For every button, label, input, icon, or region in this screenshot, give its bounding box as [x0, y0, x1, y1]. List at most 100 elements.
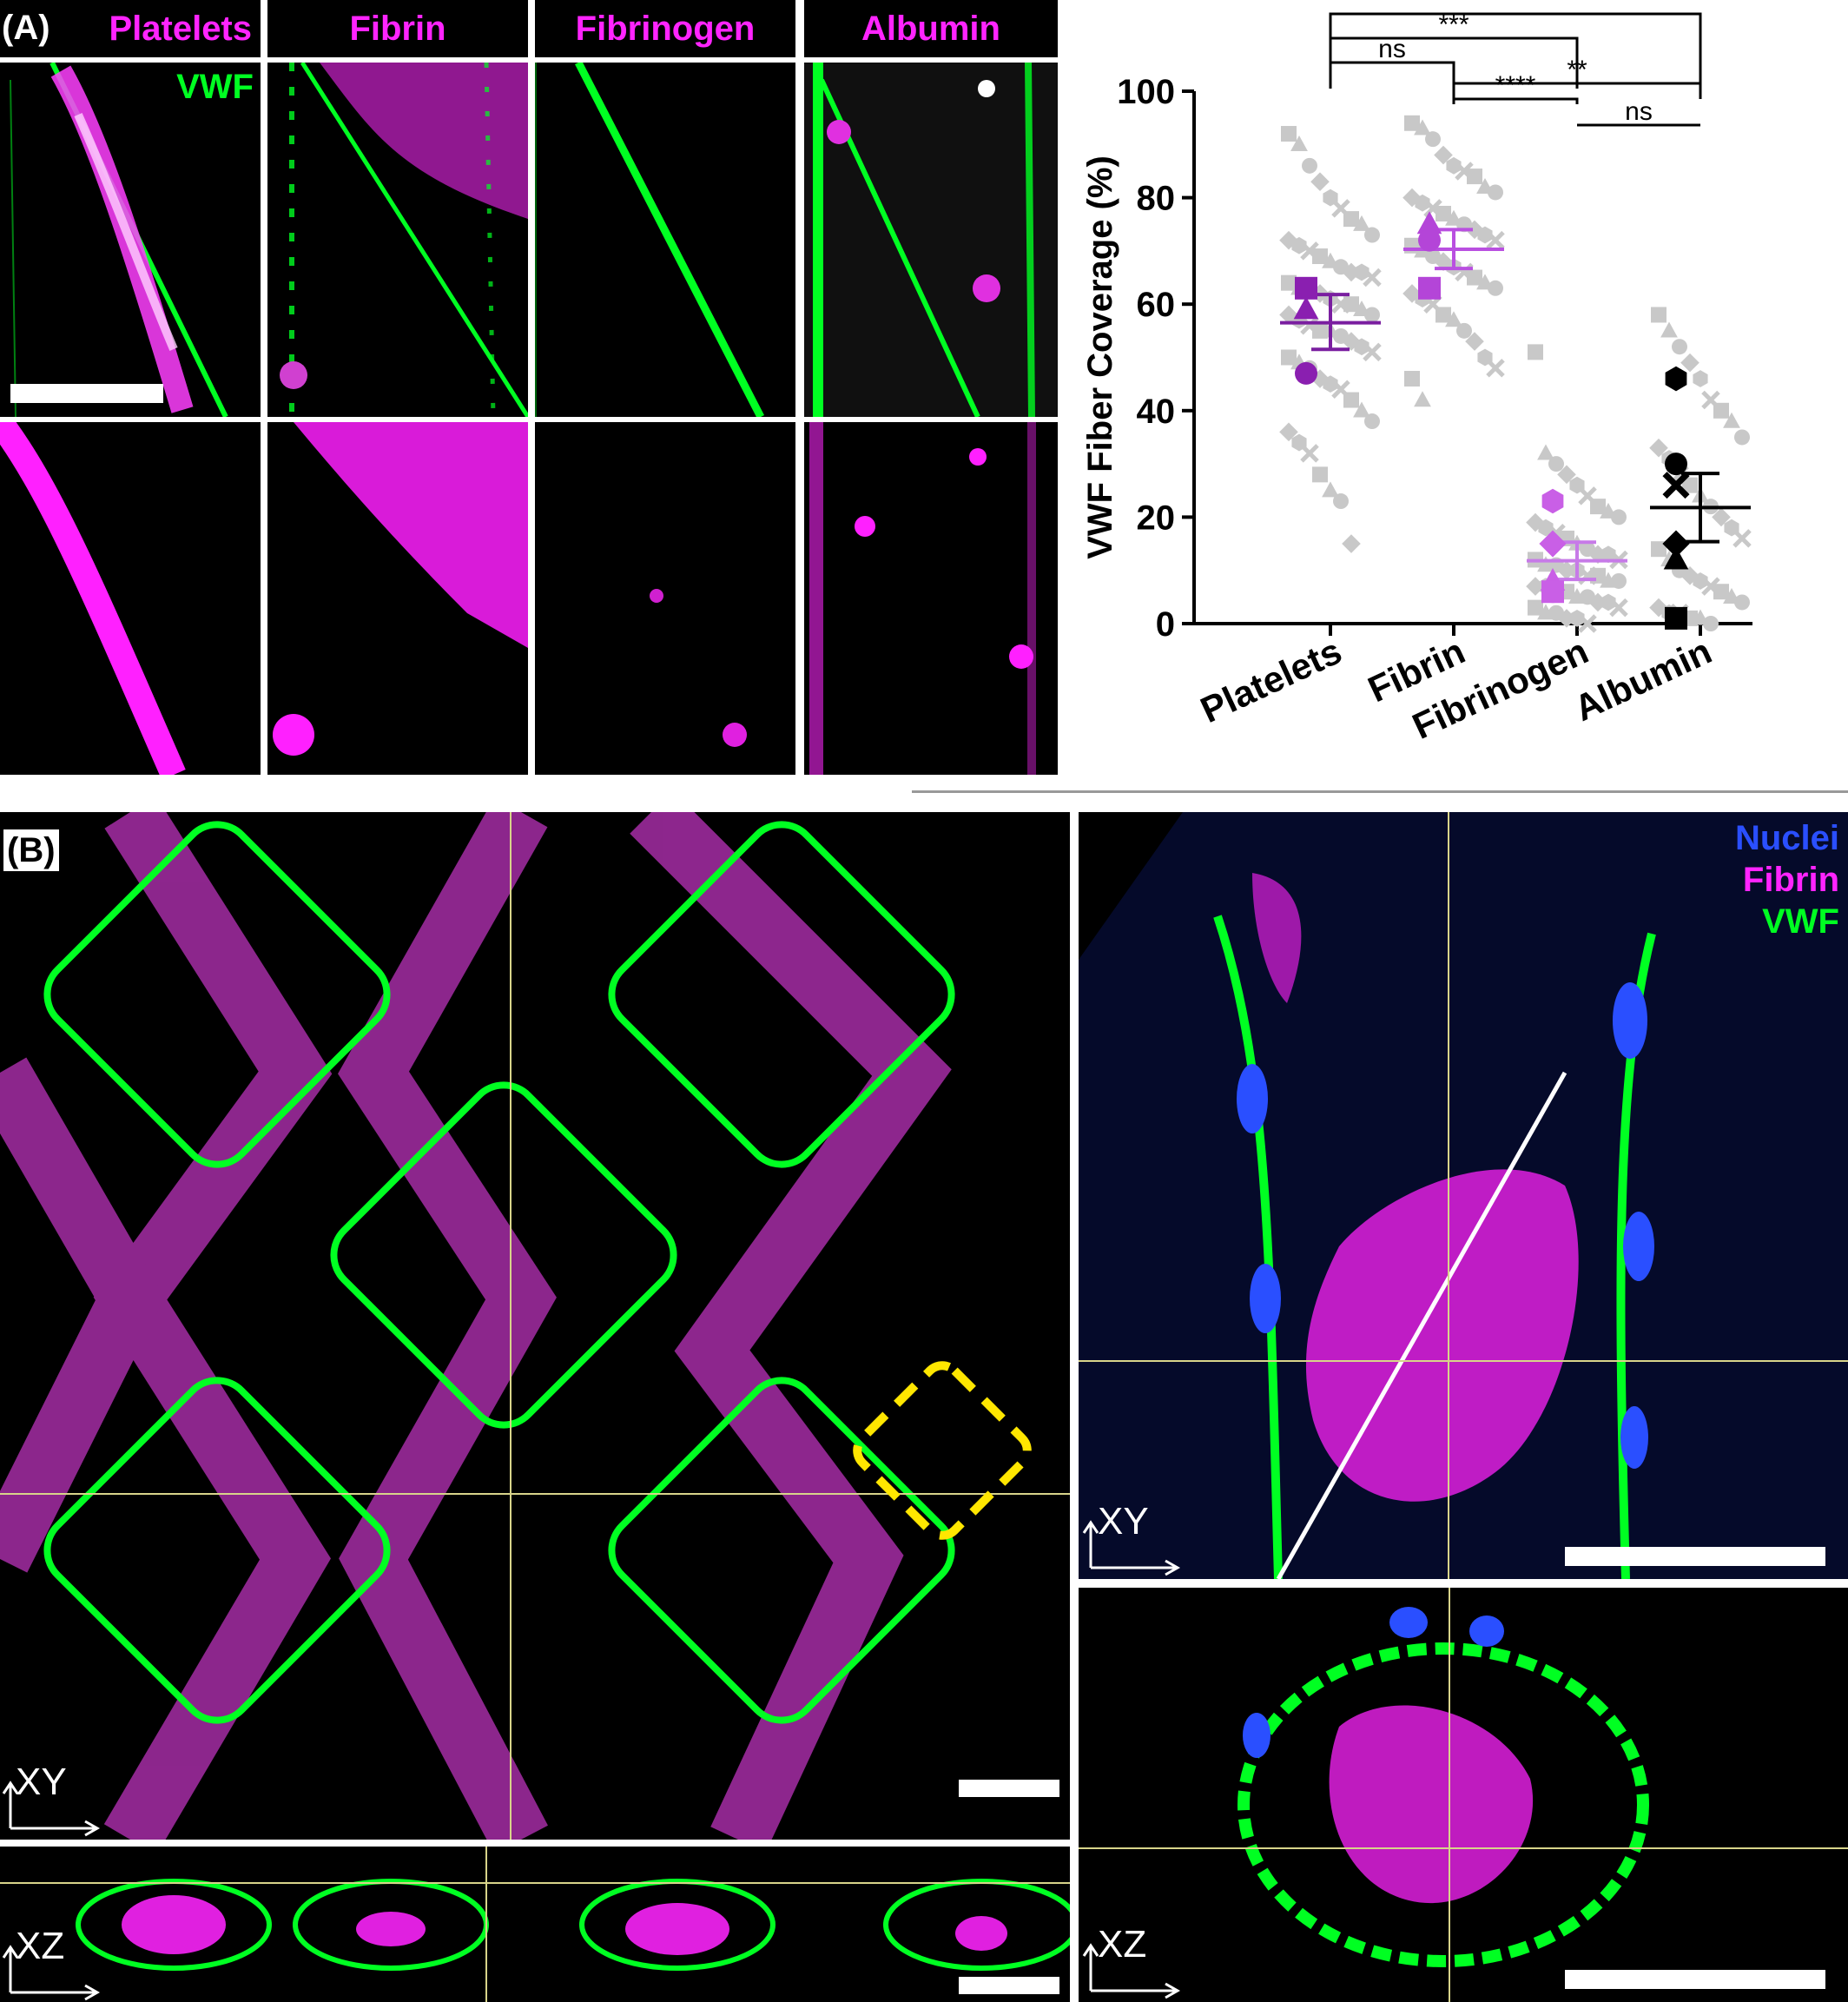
raw-data-point	[1467, 168, 1482, 185]
replicate-mean-point	[1541, 488, 1564, 514]
raw-data-point	[1734, 594, 1750, 611]
raw-data-point	[1414, 391, 1431, 407]
raw-data-point	[1465, 220, 1484, 240]
platelets-channel-image	[0, 422, 261, 775]
replicate-mean-point	[1418, 228, 1441, 252]
raw-data-point	[1414, 119, 1431, 135]
raw-data-point	[1590, 499, 1606, 515]
raw-data-point	[1310, 172, 1330, 192]
panel-a-label: (A)	[2, 9, 50, 47]
significance-bracket	[1329, 61, 1455, 87]
raw-data-point	[1611, 509, 1627, 525]
fibrinogen-channel-image	[535, 422, 795, 775]
raw-data-point	[1557, 609, 1576, 628]
xy-axis-label: XY	[16, 1761, 67, 1803]
raw-data-point	[1538, 519, 1554, 537]
raw-data-point	[1600, 593, 1616, 611]
raw-data-point	[1279, 422, 1298, 442]
raw-data-point	[1660, 321, 1678, 338]
header-platelets: Platelets	[0, 0, 261, 57]
raw-data-point	[1312, 466, 1328, 483]
raw-data-point	[1281, 274, 1297, 291]
scale-bar	[959, 1780, 1059, 1797]
panel-divider	[912, 790, 1848, 793]
raw-data-point	[1281, 126, 1297, 142]
raw-data-point	[1364, 307, 1380, 323]
replicate-mean-point	[1541, 580, 1564, 604]
chart-svg: 0 20 40 60 80 100 VWF Fiber Coverage (%) Platel…	[1081, 0, 1752, 747]
raw-data-point	[1600, 545, 1616, 564]
replicate-mean-point	[1665, 606, 1687, 630]
raw-data-point	[1548, 456, 1564, 472]
raw-data-point	[1290, 135, 1308, 151]
raw-data-point	[1363, 268, 1382, 287]
raw-data-point	[1333, 493, 1349, 510]
raw-data-point	[1467, 269, 1482, 286]
x-tick-label: Platelets	[1194, 631, 1347, 731]
raw-data-point	[1465, 332, 1484, 351]
vessel-xy-zoom-image: Nuclei Fibrin VWF XY	[1079, 812, 1848, 1579]
significance-label: **	[1567, 56, 1587, 84]
raw-data-point	[1680, 353, 1700, 373]
lattice-xy-image: (B) XY	[0, 812, 1070, 1840]
scale-bar	[959, 1977, 1059, 1994]
significance-bracket	[1452, 82, 1702, 99]
raw-data-point	[1323, 375, 1338, 393]
replicate-mean-point	[1665, 453, 1687, 476]
lattice-xz-image: XZ	[0, 1847, 1070, 2002]
vwf-channel-label: VWF	[176, 68, 254, 106]
scale-bar	[10, 384, 163, 403]
raw-data-point	[1723, 412, 1740, 428]
raw-data-point	[1672, 339, 1687, 355]
raw-data-point	[1693, 370, 1708, 387]
raw-data-point	[1488, 280, 1503, 296]
raw-data-point	[1456, 322, 1472, 339]
raw-data-point	[1713, 402, 1729, 419]
replicate-mean-point	[1293, 296, 1319, 320]
xz-axis-label: XZ	[16, 1925, 65, 1967]
raw-data-point	[1528, 344, 1543, 360]
raw-data-point	[1703, 616, 1719, 631]
raw-data-point	[1343, 296, 1359, 313]
raw-data-point	[1300, 444, 1319, 463]
raw-data-point	[1649, 598, 1668, 618]
raw-data-point	[1342, 262, 1361, 282]
raw-data-point	[1415, 194, 1430, 212]
legend-fibrin: Fibrin	[1742, 861, 1839, 899]
significance-label: ***	[1438, 10, 1468, 39]
raw-data-point	[1682, 477, 1698, 493]
raw-data-point	[1363, 342, 1382, 362]
replicate-mean-point	[1416, 211, 1442, 235]
raw-data-point	[1281, 349, 1297, 366]
raw-data-point	[1425, 131, 1441, 148]
raw-data-point	[1446, 156, 1462, 175]
raw-data-point	[1312, 248, 1328, 265]
albumin-merged-image	[804, 63, 1058, 417]
fibrin-merged-image	[267, 63, 528, 417]
raw-data-point	[1477, 226, 1493, 244]
raw-data-point	[1279, 230, 1298, 250]
raw-data-point	[1302, 157, 1317, 174]
raw-data-point	[1342, 332, 1361, 351]
raw-data-point	[1557, 465, 1576, 485]
raw-data-point	[1364, 227, 1380, 243]
raw-data-point	[1434, 252, 1453, 271]
header-fibrin: Fibrin	[267, 0, 528, 57]
raw-data-point	[1310, 369, 1330, 388]
panel-b-label: (B)	[3, 829, 59, 871]
raw-data-point	[1445, 311, 1462, 327]
replicate-mean-point	[1662, 472, 1690, 499]
significance-label: **	[1505, 0, 1526, 15]
fibrin-channel-image	[267, 422, 528, 775]
significance-label: ****	[1495, 71, 1536, 100]
raw-data-point	[1404, 371, 1420, 387]
y-tick-label: 20	[1137, 499, 1176, 537]
vessel-xz-zoom-image: XZ	[1079, 1588, 1848, 2002]
raw-data-point	[1322, 481, 1339, 498]
replicate-mean-point	[1295, 361, 1317, 385]
raw-data-point	[1279, 305, 1298, 325]
raw-data-point	[1436, 205, 1451, 221]
raw-data-point	[1364, 413, 1380, 430]
raw-data-point	[1609, 598, 1628, 618]
raw-data-point	[1651, 307, 1666, 323]
